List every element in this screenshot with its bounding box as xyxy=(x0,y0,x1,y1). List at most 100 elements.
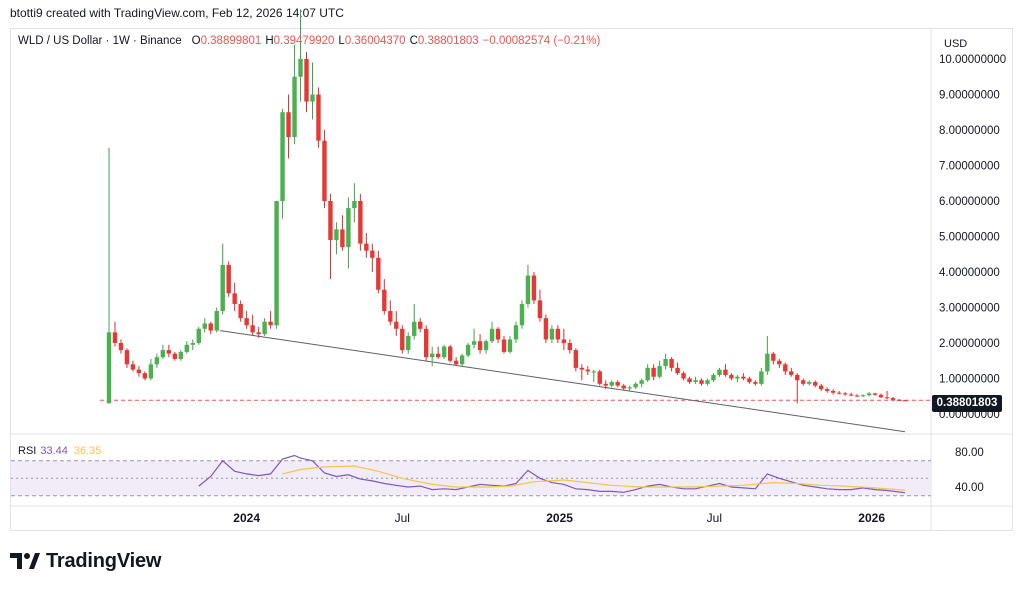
candle-body xyxy=(537,300,543,319)
candle-body xyxy=(854,395,860,397)
candle-body xyxy=(585,369,590,372)
candle-body xyxy=(196,328,201,343)
candle-body xyxy=(884,397,890,399)
candle-body xyxy=(352,201,357,209)
candle-body xyxy=(525,275,531,304)
candle-body xyxy=(699,380,704,384)
candle-body xyxy=(836,392,842,394)
candle-body xyxy=(214,311,219,331)
candle-body xyxy=(633,383,638,388)
candle-body xyxy=(406,335,411,351)
candle-body xyxy=(675,367,680,374)
candle-body xyxy=(819,385,824,390)
open-label: O xyxy=(191,35,201,47)
candle-body xyxy=(579,367,585,370)
tradingview-brand[interactable]: TradingView xyxy=(10,549,161,573)
time-tick-label: Jul xyxy=(395,511,410,525)
currency-label[interactable]: USD xyxy=(944,38,968,50)
candle-body xyxy=(860,395,866,397)
candle-body xyxy=(346,208,351,248)
candle-body xyxy=(412,321,417,336)
candle-body xyxy=(842,393,848,395)
candle-body xyxy=(441,346,447,358)
time-tick-label: 2024 xyxy=(233,511,260,525)
candle-body xyxy=(597,371,602,384)
candle-body xyxy=(872,393,878,395)
candle-body xyxy=(795,374,800,381)
candle-body xyxy=(190,343,195,345)
candle-body xyxy=(669,358,674,368)
candle-body xyxy=(615,382,620,386)
rsi-axis[interactable]: 80.00 40.00 xyxy=(955,447,984,494)
candle-body xyxy=(663,358,668,367)
rsi-tick-label: 80.00 xyxy=(955,447,984,459)
price-axis[interactable]: 0.00000000 1.00000000 2.00000000 3.00000000… xyxy=(939,54,1006,421)
candle-body xyxy=(747,378,752,383)
candle-body xyxy=(501,339,507,352)
candle-body xyxy=(783,364,788,372)
candle-body xyxy=(166,350,172,354)
candle-body xyxy=(232,293,237,304)
candle-body xyxy=(286,112,291,138)
candle-body xyxy=(801,380,806,384)
candle-body xyxy=(172,353,178,359)
candle-body xyxy=(250,325,255,333)
candle-body xyxy=(609,382,614,386)
candle-body xyxy=(376,257,381,290)
low-value: 0.36004370 xyxy=(344,35,406,47)
high-value: 0.39479920 xyxy=(273,35,335,47)
candle-body xyxy=(735,376,740,379)
price-tick-label: 8.00000000 xyxy=(939,125,1000,137)
price-tick-label: 9.00000000 xyxy=(939,90,1000,102)
price-tick-label: 5.00000000 xyxy=(939,232,1000,244)
candle-body xyxy=(447,346,453,361)
rsi-pane xyxy=(11,454,931,497)
price-tick-label: 4.00000000 xyxy=(939,267,1000,279)
candle-body xyxy=(453,360,459,365)
candle-body xyxy=(202,323,207,329)
candle-body xyxy=(681,373,686,379)
candle-body xyxy=(531,275,537,301)
candle-body xyxy=(866,393,872,396)
low-label: L xyxy=(338,35,345,47)
candle-body xyxy=(304,59,309,102)
symbol-legend: WLD / US Dollar · 1W · Binance O0.3889980… xyxy=(18,35,600,47)
candle-body xyxy=(244,318,249,326)
candle-body xyxy=(807,382,812,384)
candle-body xyxy=(471,341,477,345)
rsi-legend: RSI 33.44 36.35 xyxy=(18,445,101,457)
candle-body xyxy=(124,350,130,365)
candle-body xyxy=(328,201,333,241)
close-label: C xyxy=(409,35,418,47)
candle-body xyxy=(729,374,734,379)
price-tick-label: 2.00000000 xyxy=(939,338,1000,350)
candle-body xyxy=(256,332,261,335)
change-value: −0.00082574 (−0.21%) xyxy=(482,35,601,47)
time-axis[interactable]: 2024 Jul 2025 Jul 2026 xyxy=(233,511,885,525)
candle-body xyxy=(370,250,375,258)
rsi-ma-line xyxy=(282,465,906,491)
candle-body xyxy=(848,394,854,396)
candle-body xyxy=(777,360,782,365)
price-tick-label: 6.00000000 xyxy=(939,196,1000,208)
candle-body xyxy=(483,341,489,351)
candle-body xyxy=(627,387,632,389)
candle-body xyxy=(621,385,626,389)
candle-body xyxy=(561,339,567,343)
candle-body xyxy=(489,328,495,342)
candle-body xyxy=(902,400,908,402)
candle-body xyxy=(711,374,716,381)
price-tick-label: 10.00000000 xyxy=(939,54,1006,66)
high-label: H xyxy=(265,35,274,47)
candle-body xyxy=(226,264,231,294)
rsi-name[interactable]: RSI xyxy=(18,445,37,457)
candle-body xyxy=(292,76,297,138)
candle-body xyxy=(603,383,608,386)
chart-frame xyxy=(10,28,1013,531)
candle-body xyxy=(364,243,369,251)
candle-body xyxy=(298,59,303,77)
candle-body xyxy=(495,328,501,340)
candle-body xyxy=(717,369,722,375)
symbol-name[interactable]: WLD / US Dollar · 1W · Binance xyxy=(18,35,182,47)
